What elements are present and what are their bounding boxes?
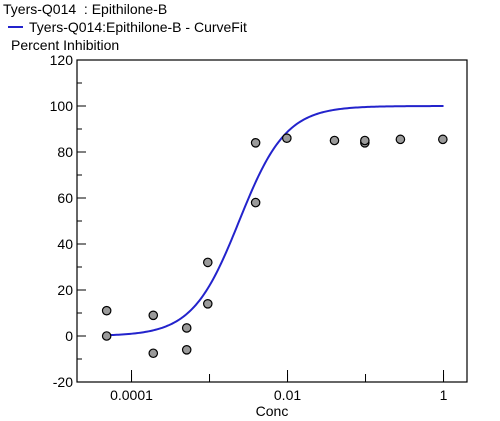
data-point (101, 331, 112, 341)
y-axis-label: Percent Inhibition (11, 37, 120, 53)
y-tick-label: -20 (53, 374, 73, 390)
data-point (101, 305, 112, 316)
x-tick-label: 0.01 (274, 387, 301, 403)
y-tick-label: 100 (50, 98, 74, 114)
data-point (282, 133, 292, 143)
data-point (250, 197, 261, 208)
y-tick-label: 0 (65, 328, 73, 344)
data-point (329, 135, 340, 146)
data-point (360, 135, 370, 146)
data-point (202, 298, 213, 309)
x-axis-label: Conc (256, 403, 289, 419)
data-point (395, 134, 406, 145)
data-point (181, 344, 192, 355)
legend-label: Tyers-Q014:Epithilone-B - CurveFit (29, 19, 247, 35)
chart-title: Tyers-Q014 : Epithilone-B (3, 1, 168, 17)
y-tick-label: 80 (57, 144, 73, 160)
y-tick-label: 20 (57, 282, 73, 298)
data-point (181, 323, 192, 333)
x-tick-label: 0.0001 (110, 387, 153, 403)
data-point (202, 257, 213, 268)
y-tick-label: 60 (57, 190, 73, 206)
x-tick-label: 1 (440, 387, 448, 403)
data-point (148, 348, 159, 359)
data-point (438, 134, 448, 145)
legend: Tyers-Q014:Epithilone-B - CurveFit (8, 19, 247, 35)
data-point (148, 310, 159, 321)
curve-fit-line (106, 105, 444, 337)
data-point (250, 138, 261, 148)
legend-line-swatch (8, 26, 23, 28)
y-tick-label: 120 (50, 52, 74, 68)
y-tick-label: 40 (57, 236, 73, 252)
